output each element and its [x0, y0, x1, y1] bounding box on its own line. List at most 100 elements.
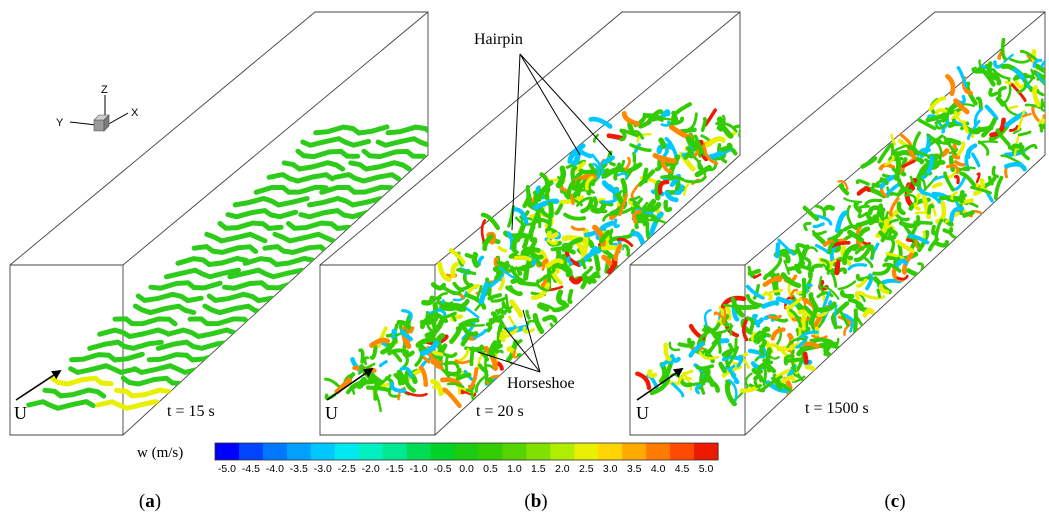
vortex-tube — [837, 280, 857, 291]
vortex-tube — [517, 280, 539, 287]
vortex-tube — [838, 183, 850, 196]
vortex-tube — [802, 351, 809, 365]
vortex-streak — [262, 243, 329, 255]
vortex-tube — [786, 266, 800, 273]
colorbar-cell — [454, 443, 480, 460]
vortex-tube — [530, 210, 541, 229]
vortex-tube — [802, 205, 820, 222]
vortex-tube — [791, 349, 797, 373]
vortex-tube — [870, 247, 875, 260]
vortex-tube — [435, 332, 446, 352]
vortex-tube — [950, 191, 959, 202]
vortex-tube — [613, 218, 620, 229]
vortex-tube — [663, 199, 673, 213]
vortex-tube — [669, 353, 681, 363]
vortex-streak — [191, 243, 259, 255]
colorbar-tick-label: 1.0 — [507, 463, 522, 475]
vortex-tube — [590, 196, 598, 209]
vortex-tube — [541, 261, 547, 271]
vortex-tube — [588, 245, 599, 256]
vortex-tube — [358, 348, 365, 364]
vortex-streak — [148, 280, 223, 291]
vortex-tube — [378, 360, 388, 368]
vortex-streak — [87, 339, 164, 351]
vortex-streak — [163, 267, 241, 280]
flow-label-c: U — [636, 403, 649, 423]
vortex-tube — [762, 276, 782, 288]
vortex-tube — [716, 116, 725, 131]
vortex-tube — [835, 210, 848, 234]
vortex-tube — [809, 338, 835, 345]
vortex-tube — [584, 175, 594, 191]
vortex-tube — [863, 293, 886, 300]
vortex-streak — [225, 207, 299, 220]
vortex-tube — [865, 273, 874, 291]
vortex-tube — [847, 297, 864, 308]
vortex-tube — [455, 372, 472, 381]
vortex-tube — [461, 321, 476, 341]
vortex-tube — [418, 365, 429, 388]
vortex-tube — [1018, 142, 1030, 161]
vortex-tube — [415, 336, 437, 348]
vortex-streak — [385, 124, 428, 136]
vortex-tube — [890, 133, 897, 146]
vortex-tube — [948, 155, 956, 173]
vortex-tube — [893, 154, 902, 181]
vortex-tube — [629, 143, 652, 152]
domain-box-c — [629, 11, 1046, 436]
vortex-tube — [496, 321, 505, 345]
vortex-tube — [803, 305, 816, 320]
hairpin-leader-2 — [519, 53, 581, 156]
vortex-tube — [816, 291, 834, 299]
colorbar-tick-label: 3.5 — [627, 463, 642, 475]
panel-letter-c: (c) — [884, 491, 905, 512]
colorbar-cell — [262, 443, 288, 460]
vortex-tube — [554, 203, 564, 216]
flow-arrow-a — [15, 369, 62, 401]
vortex-tube — [971, 152, 981, 168]
colorbar-tick-label: 1.5 — [531, 463, 546, 475]
vortex-tube — [498, 266, 516, 279]
panel-letter-b: (b) — [524, 491, 547, 512]
vortex-tube — [789, 308, 803, 328]
vortex-tube — [862, 307, 875, 318]
vortex-tube — [1032, 85, 1041, 108]
vortex-tube — [588, 116, 613, 129]
vortex-tube — [1012, 127, 1022, 135]
vortex-tube — [761, 364, 767, 386]
vortex-streak — [26, 399, 96, 411]
colorbar-cell — [406, 443, 432, 460]
vortex-tube — [871, 182, 882, 188]
vortex-tube — [444, 353, 450, 376]
colorbar-cell — [550, 443, 575, 460]
vortex-streak — [332, 171, 402, 184]
vortex-tube — [921, 178, 927, 191]
vortex-tube — [831, 235, 841, 253]
vortex-tube — [421, 355, 431, 364]
vortex-tube — [834, 259, 841, 276]
vortex-tube — [931, 182, 943, 189]
vortex-tube — [849, 320, 855, 333]
vortex-tube — [688, 341, 705, 358]
hairpin-annotation: Hairpin — [474, 31, 613, 231]
vortex-tube — [928, 96, 947, 112]
vortex-tube — [703, 146, 719, 166]
vortex-tube — [649, 377, 671, 396]
colorbar-tick-label: -1.5 — [386, 463, 404, 475]
vortex-tube — [490, 296, 508, 303]
vortex-tube — [380, 337, 398, 355]
vortex-streak — [266, 171, 335, 184]
vortex-tube — [659, 109, 671, 120]
vortex-tube — [938, 139, 951, 145]
vortex-tube — [552, 303, 570, 313]
vortex-tube — [391, 328, 398, 341]
vortex-tube — [843, 197, 863, 204]
vortex-tube — [1017, 110, 1026, 131]
panel-letter-c-char: c — [891, 491, 899, 512]
vortex-tube — [618, 193, 629, 217]
vortex-tube — [724, 342, 734, 358]
vortex-streak — [68, 363, 138, 376]
colorbar-cell — [478, 443, 504, 460]
vortex-tube — [949, 206, 965, 223]
vortex-tube — [877, 143, 893, 164]
